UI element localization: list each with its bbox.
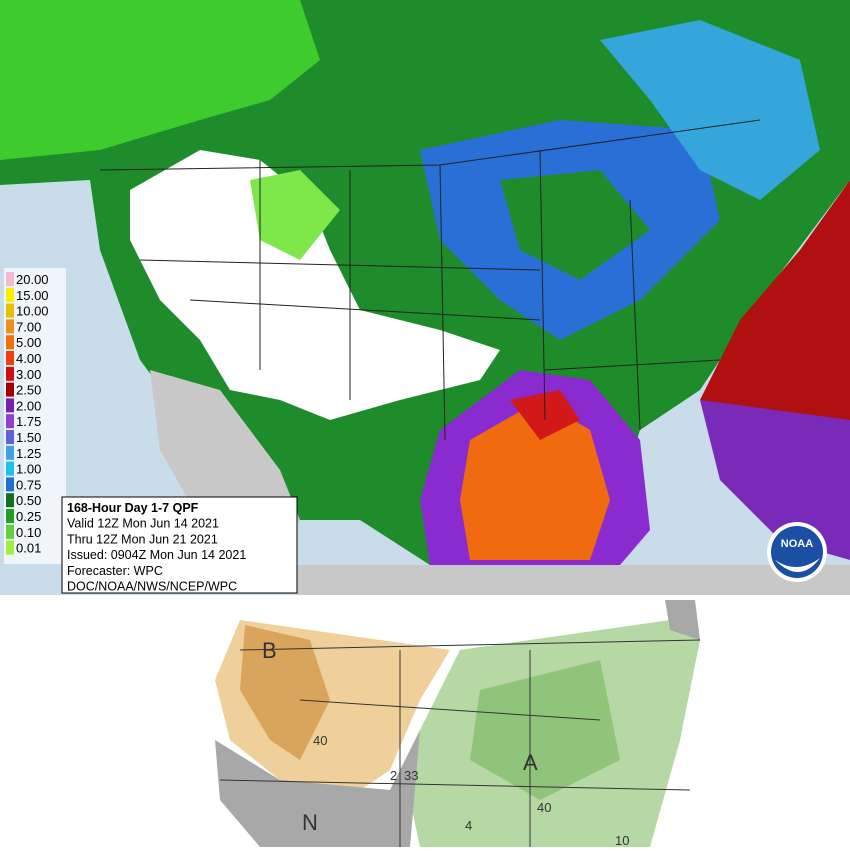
outlook-label: 2 [390, 768, 397, 783]
normal-ne [665, 600, 700, 640]
legend-swatch [6, 287, 14, 302]
state-borders [99, 119, 761, 441]
info-line: Thru 12Z Mon Jun 21 2021 [67, 532, 218, 546]
info-text: 168-Hour Day 1-7 QPF Valid 12Z Mon Jun 14… [67, 501, 246, 594]
legend-label: 0.10 [16, 525, 41, 540]
rain-orange [460, 400, 610, 560]
legend: 20.0015.0010.007.005.004.003.002.502.001… [4, 268, 66, 564]
legend-swatch [6, 272, 14, 286]
outlook-label: N [302, 810, 318, 835]
info-line: 168-Hour Day 1-7 QPF [67, 501, 199, 515]
legend-label: 1.25 [16, 446, 41, 461]
legend-label: 10.00 [16, 304, 49, 319]
rain-purple-east [700, 400, 850, 560]
info-box [61, 496, 298, 594]
legend-label: 0.50 [16, 493, 41, 508]
legend-swatch [6, 398, 14, 413]
logo-bird [775, 558, 820, 573]
legend-label: 0.01 [16, 541, 41, 556]
above-strong [240, 625, 330, 760]
dry-area [130, 150, 500, 420]
legend-label: 0.75 [16, 477, 41, 492]
outlook-label: A [523, 750, 538, 775]
legend-label: 2.00 [16, 398, 41, 413]
rain-red [700, 180, 850, 420]
info-line: Valid 12Z Mon Jun 14 2021 [67, 517, 219, 531]
info-line: DOC/NOAA/NWS/NCEP/WPC [67, 580, 237, 594]
legend-bg [4, 268, 66, 564]
outlook-label: B [262, 638, 277, 663]
legend-swatch [6, 524, 14, 539]
legend-swatch [6, 319, 14, 334]
outlook-label: 33 [404, 768, 418, 783]
rain-cyan [600, 20, 820, 200]
legend-swatch [6, 414, 14, 429]
legend-swatch [6, 303, 14, 318]
outlook-label: 10 [615, 833, 629, 847]
legend-swatch [6, 335, 14, 350]
below-strong [470, 660, 620, 800]
legend-swatch [6, 382, 14, 397]
outlook-label: 4 [465, 818, 472, 833]
mexico-south [297, 565, 850, 595]
legend-swatch [6, 366, 14, 381]
legend-swatch [6, 493, 14, 508]
logo-text: NOAA [781, 538, 813, 550]
normal [215, 730, 420, 847]
outlook-map: B 40 A N 33 40 4 10 2 [0, 595, 850, 848]
legend-swatch [6, 540, 14, 555]
rain-light [250, 170, 340, 260]
legend-label: 1.50 [16, 430, 41, 445]
legend-label: 2.50 [16, 383, 41, 398]
legend-label: 1.75 [16, 414, 41, 429]
legend-swatch [6, 461, 14, 476]
outlook-labels: B 40 A N 33 40 4 10 2 [262, 638, 629, 848]
legend-label: 15.00 [16, 288, 49, 303]
qpf-map: 20.0015.0010.007.005.004.003.002.502.001… [0, 0, 850, 595]
legend-label: 20.00 [16, 272, 49, 287]
legend-label: 1.00 [16, 462, 41, 477]
legend-swatch [6, 430, 14, 444]
rain-green [500, 170, 650, 280]
legend-swatch [6, 477, 14, 492]
outlook-borders [219, 639, 701, 847]
land-lightgreen [0, 0, 320, 160]
legend-label: 3.00 [16, 367, 41, 382]
legend-label: 4.00 [16, 351, 41, 366]
outlook-label: 40 [313, 733, 327, 748]
legend-swatch [6, 445, 14, 460]
legend-label: 5.00 [16, 335, 41, 350]
info-line: Issued: 0904Z Mon Jun 14 2021 [67, 548, 246, 562]
legend-label: 7.00 [16, 319, 41, 334]
outlook-label: 40 [537, 800, 551, 815]
legend-swatch [6, 351, 14, 365]
legend-label: 0.25 [16, 509, 41, 524]
legend-swatch [6, 509, 14, 523]
info-line: Forecaster: WPC [67, 564, 163, 578]
